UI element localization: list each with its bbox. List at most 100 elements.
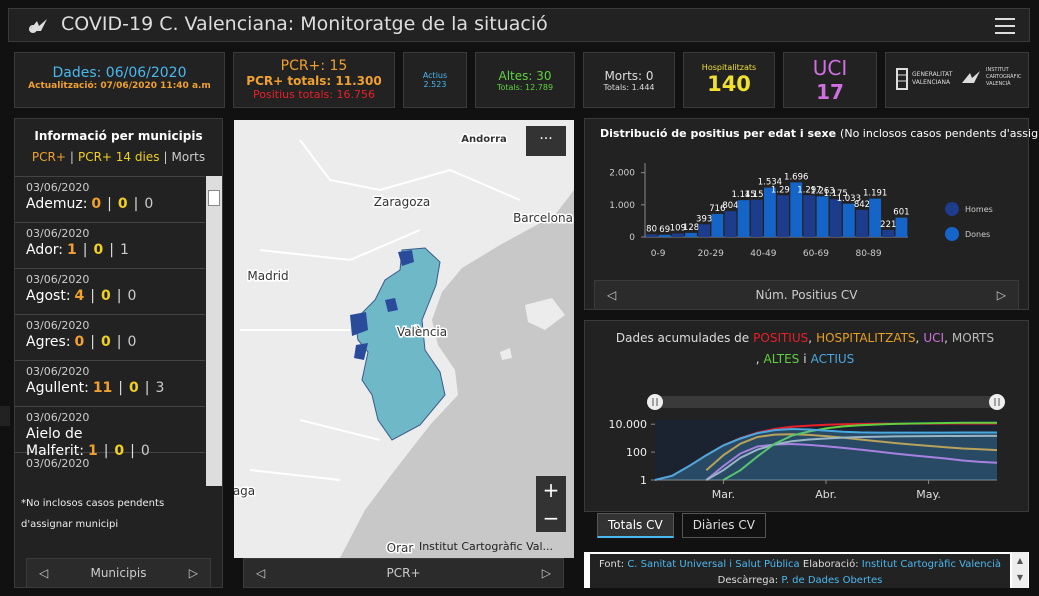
map-label: aga [234, 484, 255, 498]
item-pcr: 1 [87, 443, 98, 459]
separator: | [163, 150, 168, 164]
separator: | [90, 288, 95, 304]
logo-icon [29, 19, 47, 33]
map-label: Andorra [461, 134, 507, 145]
icv-logo: INSTITUT CARTOGRÀFIC VALENCIÀ [986, 67, 1022, 87]
municipi-item: 03/06/2020 Aielo de Malferit: 1 | 0 | 0 [15, 407, 205, 459]
actius: 2.523 [423, 80, 447, 89]
source-link[interactable]: Institut Cartogràfic Valencià [861, 559, 1002, 570]
source-label: Font: [598, 559, 625, 570]
source-label: Descàrrega: [717, 575, 779, 586]
item-morts: 3 [155, 380, 165, 396]
source-link[interactable]: C. Sanitat Universal i Salut Pública [627, 559, 800, 570]
prev[interactable]: ◁ [607, 288, 617, 302]
altes-totals: Totals: 12.789 [496, 83, 554, 92]
municipis-panel: Informació per municipis PCR+ | PCR+ 14 di… [14, 118, 223, 588]
gva-icon [896, 68, 908, 90]
item-values: Agres: 0 | 0 | 0 [26, 334, 205, 351]
title-and: i [803, 352, 807, 366]
next[interactable]: ▷ [188, 566, 198, 580]
header: COVID-19 C. Valenciana: Monitoratge de l… [8, 8, 1030, 42]
title-series: ALTES [763, 352, 800, 366]
footer-label: PCR+ [386, 566, 421, 580]
bar-footer: ◁ Núm. Positius CV ▷ [594, 280, 1019, 310]
item-pcr14: 0 [101, 288, 111, 304]
date-box: Dades: 06/06/2020 Actualització: 07/06/2… [14, 52, 225, 108]
hosp-box: Hospitalitzats 140 [683, 52, 775, 108]
altes: Altes: 30 [498, 69, 552, 83]
item-values: Ador: 1 | 0 | 1 [26, 242, 205, 259]
menu-button[interactable] [995, 17, 1015, 35]
separator: | [90, 334, 96, 350]
item-values: Ademuz: 0 | 0 | 0 [26, 196, 205, 213]
map-label: Orar [387, 541, 414, 555]
map-label: Barcelona [513, 211, 573, 225]
footer-label: Municipis [90, 566, 147, 580]
region-hotspots [350, 250, 414, 360]
prev[interactable]: ◁ [256, 566, 266, 580]
item-morts: 0 [140, 443, 150, 459]
title-series: HOSPITALITZATS [816, 331, 916, 345]
zoom-control[interactable]: + − [536, 476, 566, 532]
municipi-item: 03/06/2020 Agres: 0 | 0 | 0 [15, 315, 205, 361]
item-morts: 0 [144, 196, 154, 212]
title-sep: , [915, 331, 920, 345]
item-pcr14: 0 [117, 196, 128, 212]
municipi-item: 03/06/2020 Ador: 1 | 0 | 1 [15, 223, 205, 269]
actius-label: Actius [422, 71, 448, 80]
map-canvas: Andorra Zaragoza Barcelona Madrid València ag… [234, 120, 574, 558]
column-name: Morts [171, 150, 206, 164]
title-sep: , [808, 331, 813, 345]
title-series: UCI [923, 331, 945, 345]
line-title: Dades acumulades de POSITIUS, HOSPITALITZA… [600, 328, 1010, 370]
map-options[interactable]: ··· [526, 126, 566, 156]
item-pcr14: 0 [129, 380, 139, 396]
icv-icon [962, 71, 980, 83]
item-date: 03/06/2020 [26, 181, 90, 194]
map-attribution: Institut Cartogràfic Val... [419, 540, 553, 553]
column-name: PCR+ [31, 150, 66, 164]
title: COVID-19 C. Valenciana: Monitoratge de l… [61, 13, 548, 35]
title-series: ACTIUS [810, 352, 855, 366]
municipi-item: 03/06/2020 Agost: 4 | 0 | 0 [15, 269, 205, 315]
prev[interactable]: ◁ [39, 566, 49, 580]
scrollbar[interactable] [206, 176, 222, 486]
map-footer: ◁ PCR+ ▷ [243, 558, 564, 588]
pcr-box: PCR+: 15 PCR+ totals: 11.300 Positius to… [233, 52, 395, 108]
item-name: Ademuz: [26, 196, 88, 212]
next[interactable]: ▷ [996, 288, 1006, 302]
item-date: 03/06/2020 [26, 227, 90, 240]
roads [240, 139, 521, 481]
separator: | [144, 380, 150, 396]
column-header: PCR+ | PCR+ 14 dies | Morts [15, 150, 222, 164]
tab[interactable]: Diàries CV [681, 513, 766, 538]
collapse-toggle[interactable] [0, 406, 10, 426]
title-prefix: Dades acumulades de [615, 331, 750, 345]
source-link[interactable]: P. de Dades Obertes [781, 575, 883, 586]
map: Andorra Zaragoza Barcelona Madrid València ag… [234, 120, 574, 558]
source-label: Elaboració: [802, 559, 859, 570]
panel-title: Informació per municipis [34, 129, 203, 143]
tab[interactable]: Totals CV [597, 513, 674, 538]
item-date: 03/06/2020 [26, 365, 90, 378]
morts-totals: Totals: 1.444 [603, 83, 655, 92]
column-name: PCR+ 14 dies [77, 150, 160, 164]
municipi-item: 03/06/2020 Agullent: 11 | 0 | 3 [15, 361, 205, 407]
item-morts: 0 [127, 334, 137, 350]
gva-logo: GENERALITAT VALENCIANA [912, 71, 953, 86]
separator: | [133, 196, 139, 212]
municipi-list: 03/06/2020 Ademuz: 0 | 0 | 0 03/06/2020 Ador: 1 | 0… [15, 176, 205, 486]
separator: | [118, 380, 124, 396]
positius-totals: Positius totals: 16.756 [253, 88, 375, 101]
separator: | [116, 334, 122, 350]
footer-label: Núm. Positius CV [755, 288, 858, 302]
map-label: Zaragoza [374, 195, 430, 209]
separator: | [109, 242, 114, 258]
logos: GENERALITAT VALENCIANA INSTITUT CARTOGRÀ… [885, 52, 1029, 108]
next[interactable]: ▷ [541, 566, 551, 580]
item-pcr: 1 [67, 242, 77, 258]
source-scroll[interactable]: ▲ ▼ [1012, 552, 1028, 588]
item-values: Aielo de Malferit: 1 | 0 | 0 [26, 426, 205, 460]
map-label: Madrid [247, 269, 288, 283]
